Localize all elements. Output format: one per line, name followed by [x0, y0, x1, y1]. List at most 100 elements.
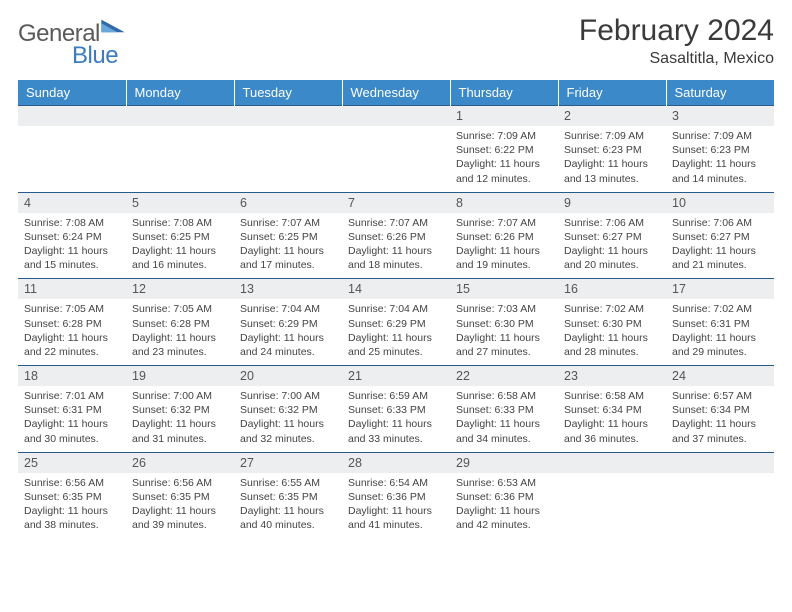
- sunrise-text: Sunrise: 7:07 AM: [456, 216, 552, 230]
- week-row: 1Sunrise: 7:09 AMSunset: 6:22 PMDaylight…: [18, 106, 774, 193]
- day-number: 2: [558, 106, 666, 126]
- day-cell: 3Sunrise: 7:09 AMSunset: 6:23 PMDaylight…: [666, 106, 774, 193]
- daylight-line2: and 34 minutes.: [456, 432, 552, 446]
- day-cell: 5Sunrise: 7:08 AMSunset: 6:25 PMDaylight…: [126, 192, 234, 279]
- daylight-line2: and 16 minutes.: [132, 258, 228, 272]
- day-cell: 26Sunrise: 6:56 AMSunset: 6:35 PMDayligh…: [126, 452, 234, 538]
- sunrise-text: Sunrise: 7:02 AM: [564, 302, 660, 316]
- day-body: Sunrise: 7:03 AMSunset: 6:30 PMDaylight:…: [450, 299, 558, 365]
- day-number: 23: [558, 366, 666, 386]
- day-cell: 18Sunrise: 7:01 AMSunset: 6:31 PMDayligh…: [18, 366, 126, 453]
- dow-sunday: Sunday: [18, 80, 126, 106]
- sunset-text: Sunset: 6:30 PM: [564, 317, 660, 331]
- sunset-text: Sunset: 6:27 PM: [672, 230, 768, 244]
- day-body: Sunrise: 6:55 AMSunset: 6:35 PMDaylight:…: [234, 473, 342, 539]
- daylight-line2: and 25 minutes.: [348, 345, 444, 359]
- location: Sasaltitla, Mexico: [579, 50, 774, 68]
- day-number: 1: [450, 106, 558, 126]
- day-number: 5: [126, 193, 234, 213]
- day-number: [18, 106, 126, 126]
- header: GeneralBlue February 2024 Sasaltitla, Me…: [18, 14, 774, 70]
- daylight-line2: and 29 minutes.: [672, 345, 768, 359]
- day-cell: [18, 106, 126, 193]
- day-body: Sunrise: 7:06 AMSunset: 6:27 PMDaylight:…: [666, 213, 774, 279]
- dow-friday: Friday: [558, 80, 666, 106]
- day-number: 8: [450, 193, 558, 213]
- day-body: Sunrise: 6:59 AMSunset: 6:33 PMDaylight:…: [342, 386, 450, 452]
- sunrise-text: Sunrise: 6:54 AM: [348, 476, 444, 490]
- sunrise-text: Sunrise: 7:01 AM: [24, 389, 120, 403]
- day-number: 27: [234, 453, 342, 473]
- day-cell: 6Sunrise: 7:07 AMSunset: 6:25 PMDaylight…: [234, 192, 342, 279]
- day-cell: [234, 106, 342, 193]
- day-number: 24: [666, 366, 774, 386]
- day-cell: 21Sunrise: 6:59 AMSunset: 6:33 PMDayligh…: [342, 366, 450, 453]
- day-body: Sunrise: 6:53 AMSunset: 6:36 PMDaylight:…: [450, 473, 558, 539]
- calendar-page: GeneralBlue February 2024 Sasaltitla, Me…: [0, 0, 792, 552]
- day-number: [126, 106, 234, 126]
- day-cell: 13Sunrise: 7:04 AMSunset: 6:29 PMDayligh…: [234, 279, 342, 366]
- daylight-line1: Daylight: 11 hours: [132, 417, 228, 431]
- day-number: [558, 453, 666, 473]
- daylight-line2: and 31 minutes.: [132, 432, 228, 446]
- daylight-line1: Daylight: 11 hours: [456, 157, 552, 171]
- daylight-line1: Daylight: 11 hours: [564, 157, 660, 171]
- day-body: Sunrise: 7:08 AMSunset: 6:25 PMDaylight:…: [126, 213, 234, 279]
- day-number: 9: [558, 193, 666, 213]
- sunset-text: Sunset: 6:29 PM: [240, 317, 336, 331]
- day-number: 16: [558, 279, 666, 299]
- sunset-text: Sunset: 6:33 PM: [348, 403, 444, 417]
- daylight-line2: and 27 minutes.: [456, 345, 552, 359]
- daylight-line2: and 22 minutes.: [24, 345, 120, 359]
- day-cell: 2Sunrise: 7:09 AMSunset: 6:23 PMDaylight…: [558, 106, 666, 193]
- day-cell: 12Sunrise: 7:05 AMSunset: 6:28 PMDayligh…: [126, 279, 234, 366]
- day-cell: 25Sunrise: 6:56 AMSunset: 6:35 PMDayligh…: [18, 452, 126, 538]
- day-number: 12: [126, 279, 234, 299]
- day-number: 21: [342, 366, 450, 386]
- day-number: 10: [666, 193, 774, 213]
- sunset-text: Sunset: 6:31 PM: [24, 403, 120, 417]
- sunset-text: Sunset: 6:32 PM: [240, 403, 336, 417]
- day-cell: 29Sunrise: 6:53 AMSunset: 6:36 PMDayligh…: [450, 452, 558, 538]
- sunset-text: Sunset: 6:34 PM: [672, 403, 768, 417]
- daylight-line1: Daylight: 11 hours: [456, 504, 552, 518]
- day-cell: [558, 452, 666, 538]
- day-body: Sunrise: 7:01 AMSunset: 6:31 PMDaylight:…: [18, 386, 126, 452]
- day-body: Sunrise: 7:02 AMSunset: 6:30 PMDaylight:…: [558, 299, 666, 365]
- daylight-line2: and 38 minutes.: [24, 518, 120, 532]
- day-body: Sunrise: 7:05 AMSunset: 6:28 PMDaylight:…: [126, 299, 234, 365]
- day-of-week-row: Sunday Monday Tuesday Wednesday Thursday…: [18, 80, 774, 106]
- day-cell: 15Sunrise: 7:03 AMSunset: 6:30 PMDayligh…: [450, 279, 558, 366]
- day-cell: 10Sunrise: 7:06 AMSunset: 6:27 PMDayligh…: [666, 192, 774, 279]
- daylight-line1: Daylight: 11 hours: [672, 244, 768, 258]
- daylight-line2: and 18 minutes.: [348, 258, 444, 272]
- daylight-line1: Daylight: 11 hours: [672, 331, 768, 345]
- sunset-text: Sunset: 6:22 PM: [456, 143, 552, 157]
- sunrise-text: Sunrise: 7:09 AM: [456, 129, 552, 143]
- day-body: Sunrise: 7:05 AMSunset: 6:28 PMDaylight:…: [18, 299, 126, 365]
- daylight-line2: and 36 minutes.: [564, 432, 660, 446]
- sunset-text: Sunset: 6:36 PM: [456, 490, 552, 504]
- daylight-line1: Daylight: 11 hours: [456, 417, 552, 431]
- sunrise-text: Sunrise: 7:04 AM: [240, 302, 336, 316]
- day-cell: 8Sunrise: 7:07 AMSunset: 6:26 PMDaylight…: [450, 192, 558, 279]
- sunrise-text: Sunrise: 7:08 AM: [24, 216, 120, 230]
- sunset-text: Sunset: 6:28 PM: [132, 317, 228, 331]
- day-cell: 17Sunrise: 7:02 AMSunset: 6:31 PMDayligh…: [666, 279, 774, 366]
- daylight-line2: and 40 minutes.: [240, 518, 336, 532]
- sunset-text: Sunset: 6:36 PM: [348, 490, 444, 504]
- day-number: 14: [342, 279, 450, 299]
- sunrise-text: Sunrise: 6:53 AM: [456, 476, 552, 490]
- title-block: February 2024 Sasaltitla, Mexico: [579, 14, 774, 68]
- daylight-line1: Daylight: 11 hours: [348, 504, 444, 518]
- daylight-line1: Daylight: 11 hours: [132, 244, 228, 258]
- sunrise-text: Sunrise: 7:09 AM: [672, 129, 768, 143]
- daylight-line1: Daylight: 11 hours: [24, 504, 120, 518]
- day-number: 6: [234, 193, 342, 213]
- daylight-line2: and 14 minutes.: [672, 172, 768, 186]
- daylight-line2: and 32 minutes.: [240, 432, 336, 446]
- daylight-line2: and 21 minutes.: [672, 258, 768, 272]
- sunrise-text: Sunrise: 6:58 AM: [456, 389, 552, 403]
- sunset-text: Sunset: 6:35 PM: [132, 490, 228, 504]
- sunset-text: Sunset: 6:25 PM: [240, 230, 336, 244]
